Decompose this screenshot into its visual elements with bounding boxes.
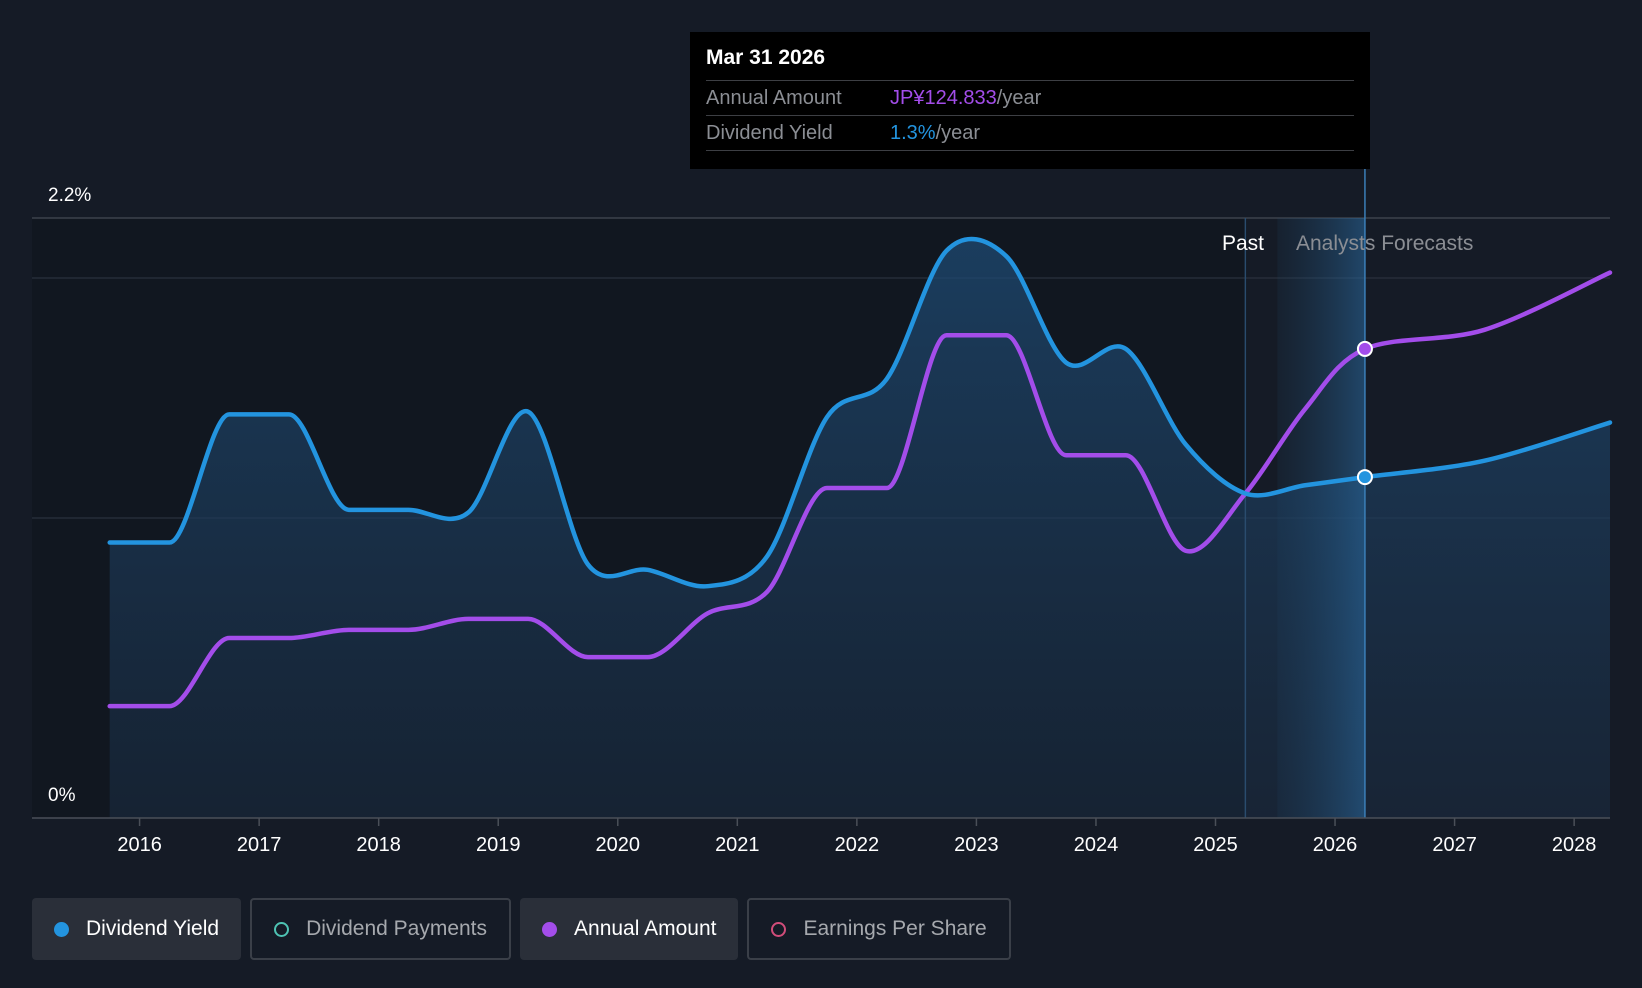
marker-annual-amount: [1356, 340, 1373, 357]
legend-dividend-payments-button[interactable]: Dividend Payments: [250, 898, 512, 960]
x-tick-label: 2016: [117, 834, 162, 856]
chart-legend: Dividend Yield Dividend Payments Annual …: [32, 898, 1011, 960]
tooltip-annual-amount-value: JP¥124.833: [890, 87, 997, 109]
tooltip-yield-unit: /year: [935, 122, 981, 144]
x-tick-label: 2026: [1313, 834, 1358, 856]
tooltip-annual-amount-unit: /year: [996, 87, 1042, 109]
x-tick-label: 2017: [237, 834, 282, 856]
x-tick-label: 2024: [1074, 834, 1119, 856]
legend-earnings-per-share-label: Earnings Per Share: [803, 917, 987, 940]
x-tick-label: 2022: [835, 834, 880, 856]
tooltip-annual-amount-row: Annual Amount JP¥124.833 /year: [706, 81, 1354, 116]
y-tick-label-top: 2.2%: [48, 185, 91, 206]
tooltip-yield-value: 1.3%: [890, 122, 936, 144]
dividend-chart: 2016 2017 2018 2019 2020 2021 2022 2023 2024 2025…: [32, 168, 1613, 856]
series-lines: [107, 236, 1613, 709]
region-forecast-label: Analysts Forecasts: [1296, 232, 1473, 255]
legend-annual-amount-label: Annual Amount: [574, 917, 717, 940]
legend-annual-amount-button[interactable]: Annual Amount: [520, 898, 739, 960]
x-tick-label: 2021: [715, 834, 760, 856]
marker-dividend-yield: [1356, 469, 1373, 486]
tooltip-date: Mar 31 2026: [706, 44, 1354, 81]
x-tick-label: 2023: [954, 834, 999, 856]
legend-earnings-per-share-ring-icon: [771, 921, 787, 937]
x-tick-label: 2019: [476, 834, 521, 856]
legend-dividend-yield-label: Dividend Yield: [86, 917, 220, 940]
x-tick-label: 2028: [1552, 834, 1597, 856]
dividend-yield-area: [109, 238, 1610, 818]
x-tick-label: 2025: [1193, 834, 1238, 856]
x-tick-label: 2020: [596, 834, 641, 856]
legend-dividend-payments-label: Dividend Payments: [306, 917, 488, 940]
hover-markers: [1356, 340, 1373, 486]
tooltip-yield-label: Dividend Yield: [706, 122, 833, 144]
forecast-highlight-band: [1277, 218, 1365, 818]
region-past-label: Past: [1222, 232, 1264, 255]
chart-tooltip: Mar 31 2026 Annual Amount JP¥124.833 /ye…: [690, 32, 1370, 169]
x-axis: 2016 2017 2018 2019 2020 2021 2022 2023 2024 2025…: [32, 817, 1610, 856]
series-line-annual-amount: [107, 270, 1613, 709]
tooltip-yield-row: Dividend Yield 1.3% /year: [706, 116, 1354, 151]
x-tick-label: 2027: [1432, 834, 1477, 856]
legend-earnings-per-share-button[interactable]: Earnings Per Share: [747, 898, 1011, 960]
x-tick-label: 2018: [356, 834, 401, 856]
series-line-dividend-yield: [107, 236, 1613, 589]
y-tick-label-bottom: 0%: [48, 785, 76, 806]
legend-dividend-yield-dot-icon: [54, 921, 69, 937]
legend-dividend-yield-button[interactable]: Dividend Yield: [32, 898, 242, 960]
legend-annual-amount-dot-icon: [542, 921, 558, 937]
tooltip-annual-amount-label: Annual Amount: [706, 87, 842, 109]
legend-dividend-payments-ring-icon: [274, 921, 290, 937]
